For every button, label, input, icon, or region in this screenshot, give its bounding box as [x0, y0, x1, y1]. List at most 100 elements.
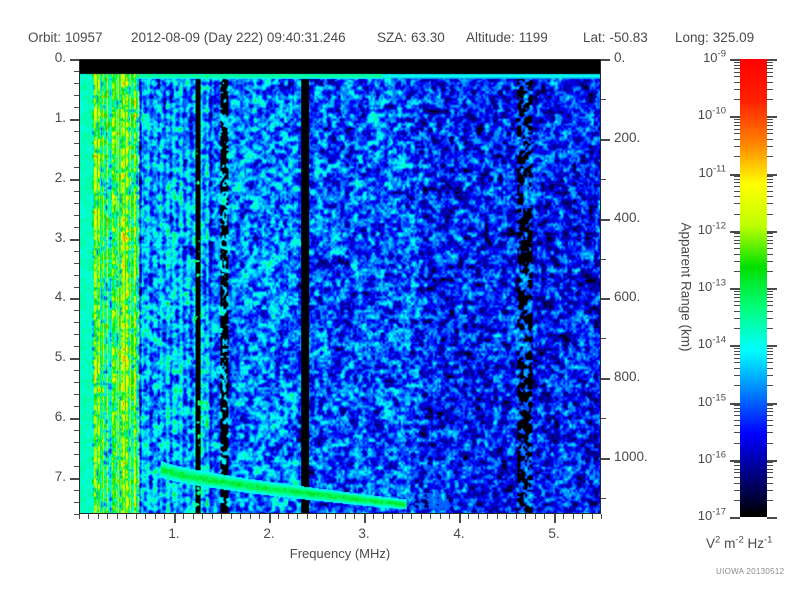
x-minor-tick	[297, 514, 298, 519]
x-minor-tick	[288, 514, 289, 519]
colorbar-tick-label-1: 10-10	[697, 105, 726, 122]
colorbar-minor-tick	[767, 191, 773, 192]
colorbar-minor-tick	[767, 294, 773, 295]
colorbar-minor-tick	[767, 328, 773, 329]
colorbar-minor-tick	[767, 133, 773, 134]
colorbar-major-tick	[767, 345, 777, 347]
colorbar-tick-label-3: 10-12	[697, 220, 726, 237]
y-minor-tick	[74, 466, 79, 467]
colorbar-minor-tick	[734, 425, 740, 426]
x-minor-tick	[601, 514, 602, 519]
x-minor-tick	[535, 514, 536, 519]
y2-tick-label-5: 1000.	[614, 449, 648, 464]
colorbar-minor-tick	[734, 196, 740, 197]
y-major-tick	[70, 298, 79, 300]
colorbar-underflow-swatch	[740, 511, 767, 517]
y2-major-tick	[601, 219, 610, 221]
y-tick-label-3: 3.	[54, 230, 66, 245]
colorbar-minor-tick	[734, 472, 740, 473]
header-field-value: -50.83	[609, 30, 648, 45]
y-minor-tick	[74, 406, 79, 407]
y-minor-tick	[74, 346, 79, 347]
y-minor-tick	[74, 167, 79, 168]
y-major-tick	[70, 59, 79, 61]
colorbar-minor-tick	[767, 305, 773, 306]
y-minor-tick	[74, 275, 79, 276]
colorbar-minor-tick	[734, 294, 740, 295]
colorbar-major-tick	[767, 517, 777, 519]
colorbar-minor-tick	[767, 500, 773, 501]
x-minor-tick	[155, 514, 156, 519]
colorbar-minor-tick	[767, 432, 773, 433]
y-major-tick	[70, 119, 79, 121]
colorbar-minor-tick	[767, 186, 773, 187]
x-minor-tick	[373, 514, 374, 519]
y2-minor-tick	[601, 259, 606, 260]
colorbar-minor-tick	[767, 318, 773, 319]
colorbar-minor-tick	[767, 129, 773, 130]
colorbar-minor-tick	[734, 375, 740, 376]
colorbar-minor-tick	[767, 182, 773, 183]
colorbar-minor-tick	[767, 214, 773, 215]
x-minor-tick	[98, 514, 99, 519]
x-minor-tick	[316, 514, 317, 519]
colorbar-minor-tick	[767, 483, 773, 484]
colorbar-minor-tick	[734, 348, 740, 349]
x-minor-tick	[164, 514, 165, 519]
colorbar-minor-tick	[767, 254, 773, 255]
colorbar-minor-tick	[734, 368, 740, 369]
x-minor-tick	[573, 514, 574, 519]
colorbar-minor-tick	[734, 248, 740, 249]
x-minor-tick	[563, 514, 564, 519]
colorbar-minor-tick	[734, 133, 740, 134]
y-minor-tick	[74, 251, 79, 252]
x-minor-tick	[79, 514, 80, 519]
colorbar-minor-tick	[767, 443, 773, 444]
y2-tick-label-1: 200.	[614, 130, 641, 145]
colorbar-minor-tick	[734, 243, 740, 244]
colorbar-minor-tick	[767, 261, 773, 262]
colorbar-minor-tick	[767, 301, 773, 302]
header-field-1: 2012-08-09 (Day 222) 09:40:31.246	[131, 30, 346, 45]
header-field-key: Lat:	[583, 30, 606, 45]
colorbar-minor-tick	[734, 233, 740, 234]
x-minor-tick	[383, 514, 384, 519]
y-major-tick	[70, 239, 79, 241]
x-minor-tick	[411, 514, 412, 519]
colorbar-minor-tick	[734, 358, 740, 359]
colorbar-minor-tick	[734, 191, 740, 192]
y-minor-tick	[74, 83, 79, 84]
colorbar-minor-tick	[767, 248, 773, 249]
colorbar-minor-tick	[734, 76, 740, 77]
colorbar-minor-tick	[767, 405, 773, 406]
y-minor-tick	[74, 490, 79, 491]
colorbar-minor-tick	[734, 297, 740, 298]
x-tick-label-2: 3.	[358, 526, 370, 541]
y-minor-tick	[74, 514, 79, 515]
colorbar-minor-tick	[734, 385, 740, 386]
y-minor-tick	[74, 263, 79, 264]
colorbar-minor-tick	[767, 196, 773, 197]
colorbar-minor-tick	[734, 443, 740, 444]
x-tick-label-3: 4.	[453, 526, 465, 541]
x-minor-tick	[212, 514, 213, 519]
colorbar-minor-tick	[767, 233, 773, 234]
colorbar-minor-tick	[767, 240, 773, 241]
colorbar-minor-tick	[734, 129, 740, 130]
x-minor-tick	[259, 514, 260, 519]
y-minor-tick	[74, 107, 79, 108]
colorbar-tick-label-5: 10-14	[697, 334, 726, 351]
x-major-tick	[269, 514, 271, 523]
x-minor-tick	[592, 514, 593, 519]
colorbar-minor-tick	[734, 99, 740, 100]
header-field-3: Altitude: 1199	[466, 30, 548, 45]
colorbar-minor-tick	[767, 490, 773, 491]
y-tick-label-1: 1.	[54, 110, 66, 125]
colorbar-minor-tick	[734, 156, 740, 157]
colorbar-minor-tick	[734, 72, 740, 73]
colorbar-minor-tick	[767, 243, 773, 244]
x-major-tick	[174, 514, 176, 523]
colorbar-minor-tick	[734, 254, 740, 255]
colorbar-minor-tick	[767, 122, 773, 123]
colorbar-tick-label-4: 10-13	[697, 277, 726, 294]
